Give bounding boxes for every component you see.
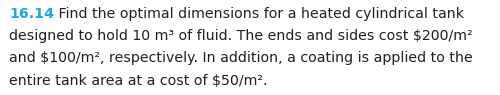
Text: entire tank area at a cost of $50/m².: entire tank area at a cost of $50/m². xyxy=(9,74,268,88)
Text: 16.14: 16.14 xyxy=(9,7,54,21)
Text: designed to hold 10 m³ of fluid. The ends and sides cost $200/m²: designed to hold 10 m³ of fluid. The end… xyxy=(9,29,472,43)
Text: Find the optimal dimensions for a heated cylindrical tank: Find the optimal dimensions for a heated… xyxy=(54,7,464,21)
Text: and $100/m², respectively. In addition, a coating is applied to the: and $100/m², respectively. In addition, … xyxy=(9,51,473,65)
